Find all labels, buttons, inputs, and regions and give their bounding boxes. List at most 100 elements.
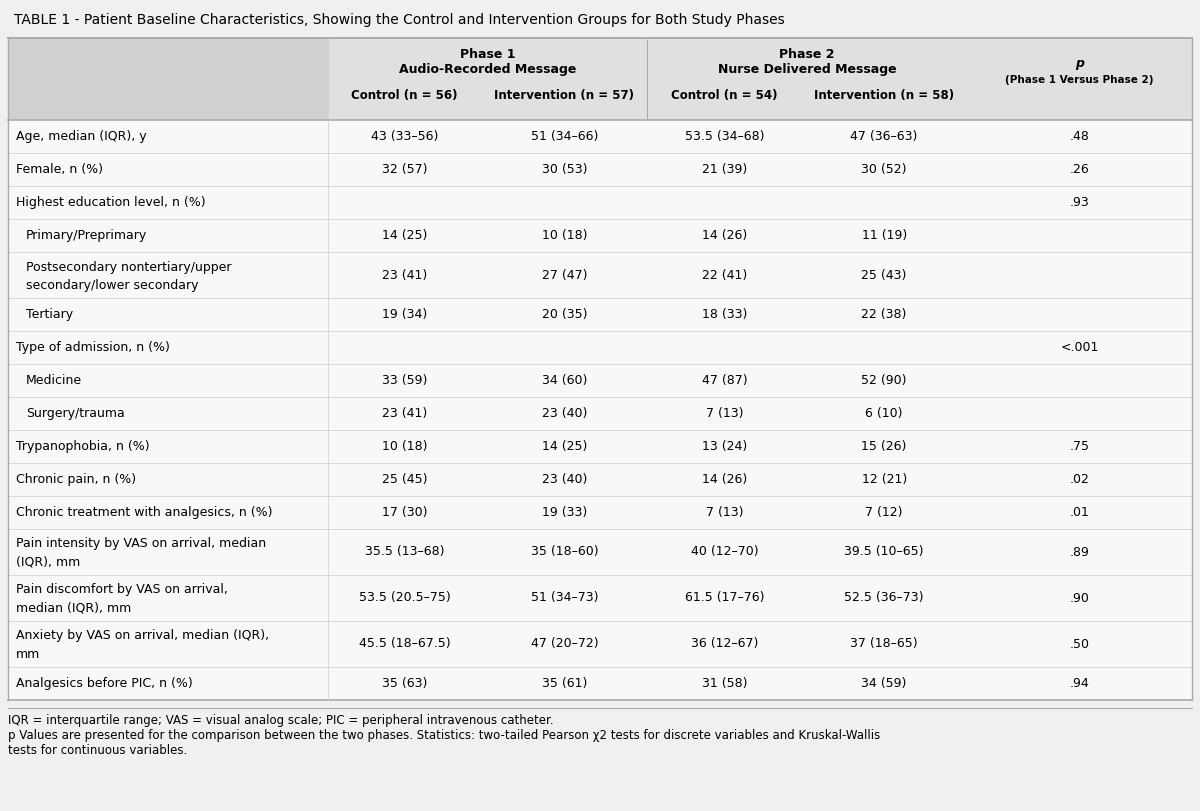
Text: 14 (26): 14 (26)	[702, 473, 746, 486]
Text: Highest education level, n (%): Highest education level, n (%)	[16, 196, 205, 209]
FancyBboxPatch shape	[8, 120, 1192, 700]
Text: 36 (12–67): 36 (12–67)	[691, 637, 758, 650]
Text: .75: .75	[1069, 440, 1090, 453]
Text: 35 (18–60): 35 (18–60)	[530, 546, 599, 559]
Text: 32 (57): 32 (57)	[382, 163, 427, 176]
Text: 31 (58): 31 (58)	[702, 677, 748, 690]
Text: 14 (25): 14 (25)	[382, 229, 427, 242]
Text: median (IQR), mm: median (IQR), mm	[16, 602, 131, 615]
Text: 23 (41): 23 (41)	[382, 407, 427, 420]
Text: 7 (12): 7 (12)	[865, 506, 902, 519]
Text: Phase 1: Phase 1	[460, 48, 515, 61]
FancyBboxPatch shape	[328, 38, 1192, 120]
Text: 52.5 (36–73): 52.5 (36–73)	[845, 591, 924, 604]
Text: 53.5 (34–68): 53.5 (34–68)	[684, 130, 764, 143]
Text: Surgery/trauma: Surgery/trauma	[26, 407, 125, 420]
Text: 6 (10): 6 (10)	[865, 407, 902, 420]
Text: Control (n = 56): Control (n = 56)	[352, 89, 458, 102]
Text: 19 (33): 19 (33)	[542, 506, 587, 519]
Text: .89: .89	[1069, 546, 1090, 559]
Text: Primary/Preprimary: Primary/Preprimary	[26, 229, 148, 242]
Text: Tertiary: Tertiary	[26, 308, 73, 321]
Text: Type of admission, n (%): Type of admission, n (%)	[16, 341, 170, 354]
Text: 47 (36–63): 47 (36–63)	[851, 130, 918, 143]
Text: Control (n = 54): Control (n = 54)	[671, 89, 778, 102]
FancyBboxPatch shape	[8, 6, 1192, 34]
Text: 43 (33–56): 43 (33–56)	[371, 130, 438, 143]
Text: 53.5 (20.5–75): 53.5 (20.5–75)	[359, 591, 450, 604]
Text: 61.5 (17–76): 61.5 (17–76)	[684, 591, 764, 604]
Text: mm: mm	[16, 647, 41, 660]
Text: 22 (38): 22 (38)	[862, 308, 907, 321]
Text: .01: .01	[1069, 506, 1090, 519]
Text: 30 (52): 30 (52)	[862, 163, 907, 176]
Text: .48: .48	[1069, 130, 1090, 143]
Text: Intervention (n = 58): Intervention (n = 58)	[814, 89, 954, 102]
Text: 27 (47): 27 (47)	[541, 268, 587, 281]
Text: 11 (19): 11 (19)	[862, 229, 907, 242]
Text: 30 (53): 30 (53)	[541, 163, 587, 176]
Text: 52 (90): 52 (90)	[862, 374, 907, 387]
Text: 10 (18): 10 (18)	[382, 440, 427, 453]
Text: 35.5 (13–68): 35.5 (13–68)	[365, 546, 444, 559]
Text: Pain discomfort by VAS on arrival,: Pain discomfort by VAS on arrival,	[16, 583, 228, 597]
Text: Phase 2: Phase 2	[780, 48, 835, 61]
Text: 21 (39): 21 (39)	[702, 163, 746, 176]
Text: 25 (45): 25 (45)	[382, 473, 427, 486]
Text: tests for continuous variables.: tests for continuous variables.	[8, 744, 187, 757]
Text: 23 (40): 23 (40)	[541, 407, 587, 420]
Text: 34 (59): 34 (59)	[862, 677, 907, 690]
Text: 33 (59): 33 (59)	[382, 374, 427, 387]
Text: 10 (18): 10 (18)	[541, 229, 587, 242]
Text: 7 (13): 7 (13)	[706, 407, 743, 420]
Text: 14 (25): 14 (25)	[541, 440, 587, 453]
Text: Chronic pain, n (%): Chronic pain, n (%)	[16, 473, 136, 486]
Text: 13 (24): 13 (24)	[702, 440, 746, 453]
Text: 34 (60): 34 (60)	[541, 374, 587, 387]
Text: 17 (30): 17 (30)	[382, 506, 427, 519]
Text: 35 (63): 35 (63)	[382, 677, 427, 690]
Text: 51 (34–73): 51 (34–73)	[530, 591, 599, 604]
Text: 45.5 (18–67.5): 45.5 (18–67.5)	[359, 637, 450, 650]
Text: Pain intensity by VAS on arrival, median: Pain intensity by VAS on arrival, median	[16, 538, 266, 551]
Text: IQR = interquartile range; VAS = visual analog scale; PIC = peripheral intraveno: IQR = interquartile range; VAS = visual …	[8, 714, 553, 727]
Text: 15 (26): 15 (26)	[862, 440, 907, 453]
Text: Anxiety by VAS on arrival, median (IQR),: Anxiety by VAS on arrival, median (IQR),	[16, 629, 269, 642]
Text: 23 (40): 23 (40)	[541, 473, 587, 486]
Text: Female, n (%): Female, n (%)	[16, 163, 103, 176]
Text: 25 (43): 25 (43)	[862, 268, 907, 281]
Text: Nurse Delivered Message: Nurse Delivered Message	[718, 63, 896, 76]
Text: secondary/lower secondary: secondary/lower secondary	[26, 278, 198, 291]
Text: <.001: <.001	[1061, 341, 1099, 354]
Text: 20 (35): 20 (35)	[541, 308, 587, 321]
Text: Chronic treatment with analgesics, n (%): Chronic treatment with analgesics, n (%)	[16, 506, 272, 519]
Text: 14 (26): 14 (26)	[702, 229, 746, 242]
Text: (IQR), mm: (IQR), mm	[16, 556, 80, 569]
Text: 7 (13): 7 (13)	[706, 506, 743, 519]
Text: p Values are presented for the comparison between the two phases. Statistics: tw: p Values are presented for the compariso…	[8, 729, 881, 742]
Text: 22 (41): 22 (41)	[702, 268, 746, 281]
Text: .02: .02	[1069, 473, 1090, 486]
Text: Age, median (IQR), y: Age, median (IQR), y	[16, 130, 146, 143]
Text: .94: .94	[1069, 677, 1090, 690]
Text: 19 (34): 19 (34)	[382, 308, 427, 321]
Text: 12 (21): 12 (21)	[862, 473, 907, 486]
Text: p: p	[1075, 58, 1084, 71]
Text: Medicine: Medicine	[26, 374, 82, 387]
Text: .90: .90	[1069, 591, 1090, 604]
Text: 51 (34–66): 51 (34–66)	[530, 130, 598, 143]
Text: Postsecondary nontertiary/upper: Postsecondary nontertiary/upper	[26, 260, 232, 273]
Text: 18 (33): 18 (33)	[702, 308, 748, 321]
Text: 47 (87): 47 (87)	[702, 374, 748, 387]
Text: .50: .50	[1069, 637, 1090, 650]
FancyBboxPatch shape	[8, 38, 328, 120]
Text: 23 (41): 23 (41)	[382, 268, 427, 281]
Text: .26: .26	[1069, 163, 1090, 176]
Text: TABLE 1 - Patient Baseline Characteristics, Showing the Control and Intervention: TABLE 1 - Patient Baseline Characteristi…	[14, 13, 785, 27]
Text: (Phase 1 Versus Phase 2): (Phase 1 Versus Phase 2)	[1006, 75, 1153, 85]
Text: Analgesics before PIC, n (%): Analgesics before PIC, n (%)	[16, 677, 193, 690]
Text: .93: .93	[1069, 196, 1090, 209]
Text: Audio-Recorded Message: Audio-Recorded Message	[398, 63, 576, 76]
Text: 35 (61): 35 (61)	[541, 677, 587, 690]
Text: 47 (20–72): 47 (20–72)	[530, 637, 599, 650]
